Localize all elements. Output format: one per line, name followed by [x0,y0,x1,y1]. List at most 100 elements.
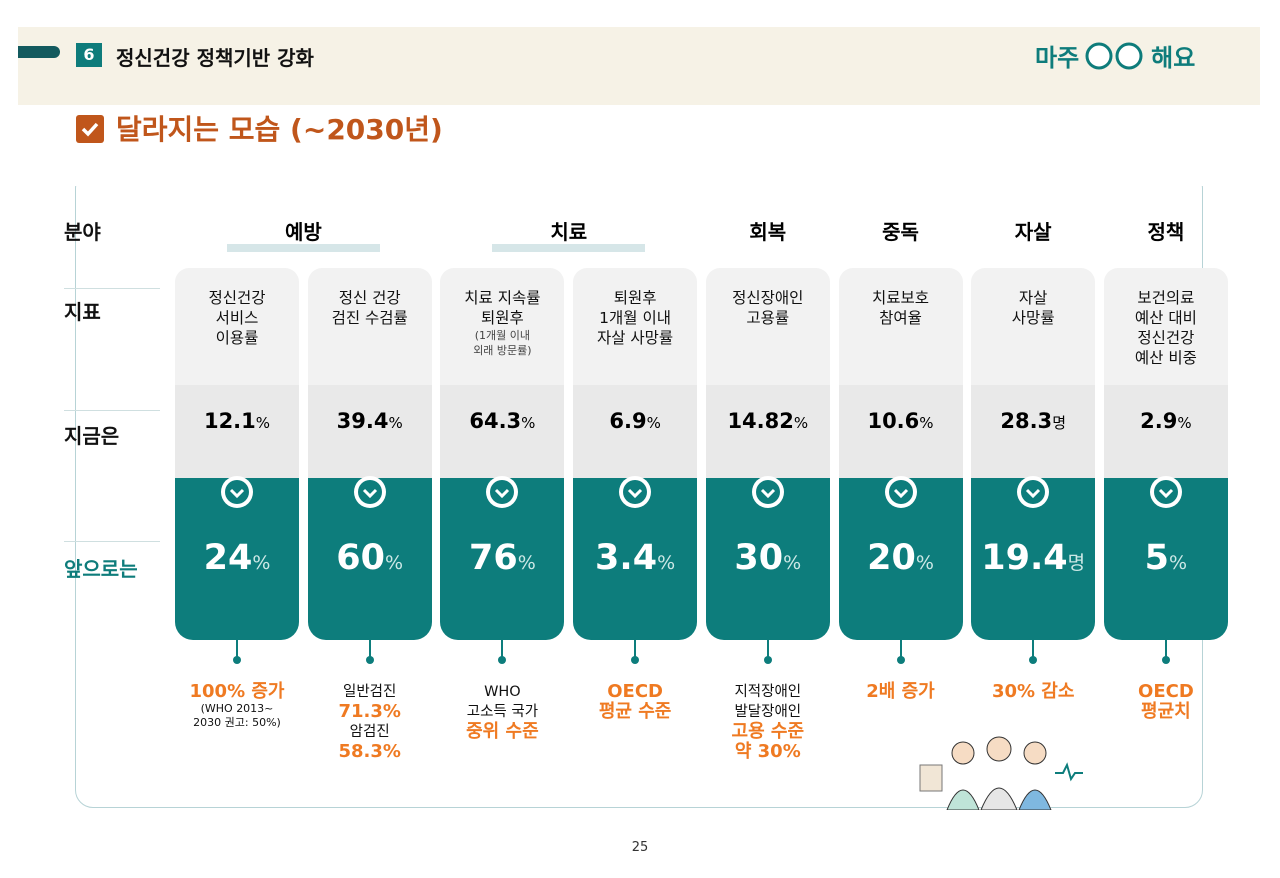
chevron-icon [353,476,386,508]
current-unit: % [521,414,536,432]
note: 지적장애인 발달장애인 고용 수준 약 30% [698,682,838,762]
note-line: 2030 권고: 50%) [193,716,281,729]
current-value: 64.3% [440,385,565,478]
note-line: 약 30% [734,741,801,762]
note-line: (WHO 2013~ [200,702,274,715]
field-label: 회복 [749,220,787,244]
current-unit: % [919,414,934,432]
connector [899,640,902,660]
note-line: 고소득 국가 [466,704,539,720]
connector-dot [1161,656,1170,664]
note: OECD 평균 수준 [565,682,705,722]
note-line: 중위 수준 [466,721,539,742]
connector [236,640,238,660]
note-line: OECD [607,681,663,702]
indicator-line: 정신장애인 [732,289,804,307]
current-value: 6.9% [573,385,698,478]
page-number: 25 [631,840,649,855]
connector [766,640,769,660]
connector [1164,640,1167,660]
connector-dot [233,656,241,664]
indicator: 정신 건강 검진 수검률 [308,288,432,328]
field-label: 치료 [550,220,588,244]
note-line: 암검진 [349,724,390,740]
current-number: 64.3 [469,409,522,433]
current-unit: % [646,414,661,432]
current-number: 14.82 [727,409,794,433]
future-unit: % [517,552,536,574]
current-number: 28.3 [1000,409,1053,433]
current-value: 28.3명 [971,385,1096,478]
indicator-card: 퇴원후 1개월 이내 자살 사망률 6.9% 3.4% [573,268,698,640]
header-bar [18,46,60,58]
connector-dot [1029,656,1038,664]
current-unit: % [255,414,271,432]
chevron-icon [1017,476,1050,508]
note-line: 평균 수준 [598,701,672,722]
chevron-icon [751,476,784,508]
indicator-line: 이용률 [215,329,259,347]
future-unit: % [783,552,802,574]
field-label: 자살 [1014,220,1052,244]
note: 일반검진 71.3% 암검진 58.3% [300,682,440,762]
note-line: 일반검진 [343,684,397,700]
indicator-line: 사망률 [1011,309,1055,327]
indicator: 퇴원후 1개월 이내 자살 사망률 [573,288,697,348]
row-separator [64,288,160,289]
indicator: 자살 사망률 [971,288,1095,328]
indicator-line: 1개월 이내 [599,309,672,327]
current-unit: % [1177,414,1192,432]
future-number: 60 [336,538,386,578]
current-value: 2.9% [1103,385,1228,478]
current-unit: % [388,414,403,432]
row-label: 분야 [64,220,101,244]
indicator-line: 서비스 [215,309,259,327]
frame-mask [60,160,1220,186]
indicator-line: 고용률 [746,309,790,327]
current-number: 39.4 [336,409,389,433]
field-label: 예방 [284,220,322,244]
indicator-line: 퇴원후 [613,289,657,307]
note-line: 100% 증가 [189,681,285,702]
current-value: 14.82% [705,385,830,478]
future-unit: 명 [1067,552,1086,574]
note: 30% 감소 [963,682,1103,702]
row-label: 앞으로는 [64,557,138,581]
logo-faces [1085,42,1143,69]
note: WHO 고소득 국가 중위 수준 [432,682,572,742]
indicator-line: 보건의료 [1137,289,1195,307]
current-number: 10.6 [867,409,920,433]
connector [368,640,371,660]
note-line: 30% 감소 [991,681,1075,702]
indicator-line: 참여율 [879,309,922,327]
future-number: 5 [1144,538,1170,578]
note: OECD 평균치 [1096,682,1236,722]
indicator: 치료 지속률 퇴원후 (1개월 이내 외래 방문률) [440,288,564,358]
section-number: 6 [76,43,102,67]
indicator-line: 예산 대비 [1134,309,1197,327]
current-number: 12.1 [203,409,256,433]
field-label: 중독 [882,220,919,244]
connector [501,640,504,660]
indicator-line: 치료보호 [871,289,930,307]
header-band [18,27,1260,105]
current-value: 39.4% [307,385,432,478]
connector-dot [498,656,507,664]
note: 2배 증가 [831,682,971,702]
note-line: 고용 수준 [731,721,805,742]
note-line: WHO [484,684,521,700]
chevron-icon [221,476,253,508]
indicator-card: 정신 건강 검진 수검률 39.4% 60% [307,268,432,640]
field-underline [492,244,646,252]
row-separator [64,410,160,411]
field-underline [227,244,380,252]
field-label: 정책 [1147,220,1185,244]
indicator-card: 정신장애인 고용률 14.82% 30% [705,268,830,640]
chevron-icon [1149,476,1182,508]
indicator-line: 정신건강 [208,289,266,307]
indicator-card: 치료보호 참여율 10.6% 20% [838,268,963,640]
future-unit: % [1169,552,1188,574]
indicator-card: 자살 사망률 28.3명 19.4명 [971,268,1096,640]
current-unit: 명 [1052,414,1066,432]
